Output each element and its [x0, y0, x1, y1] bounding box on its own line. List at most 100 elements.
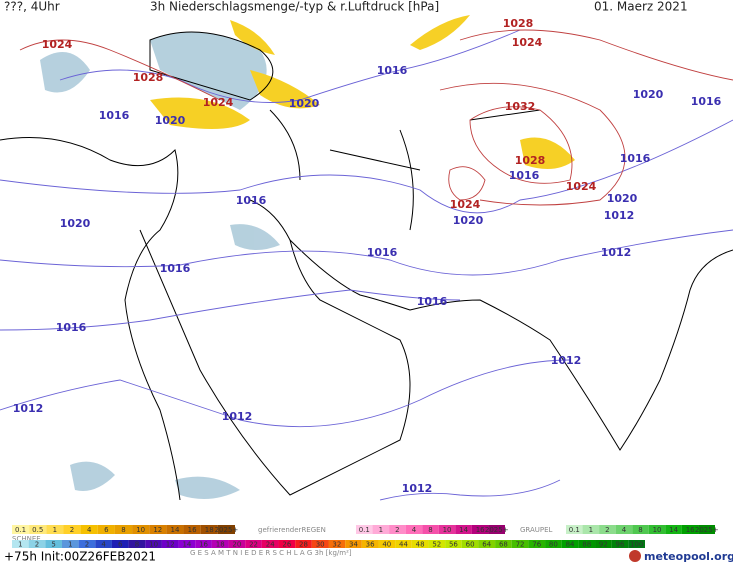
- legend-swatch: [328, 540, 346, 548]
- legend-swatch: [378, 540, 396, 548]
- legend-label: 14: [669, 526, 678, 534]
- legend-label: 24: [266, 541, 275, 549]
- isobar-label: 1016: [99, 109, 130, 122]
- legend-swatch: [445, 540, 462, 548]
- legend-swatch: [628, 540, 645, 548]
- legend-label: 4: [101, 541, 106, 549]
- legend-label: 8: [638, 526, 642, 534]
- isobar-label: 1020: [607, 192, 638, 205]
- legend-caption: GRAUPEL: [520, 526, 553, 534]
- legend-swatch: [178, 540, 196, 548]
- isobar-label: 1012: [551, 354, 582, 367]
- legend-label: 16: [476, 526, 485, 534]
- legend-label: 0.1: [569, 526, 580, 534]
- isobar-label: 1020: [289, 97, 320, 110]
- legend-label: 92: [599, 541, 608, 549]
- legend-label: 2: [70, 526, 74, 534]
- legend-swatch: [511, 540, 529, 548]
- legend-label: 48: [416, 541, 425, 549]
- isobar-label: 1028: [133, 71, 164, 84]
- isobars: [0, 29, 733, 501]
- isobar-label: 1016: [367, 246, 398, 259]
- legend-label: 16: [199, 541, 208, 549]
- legend-swatch: [111, 540, 129, 548]
- legend-label: 36: [366, 541, 375, 549]
- legend-swatch: [12, 540, 29, 548]
- legend-label: 28: [299, 541, 308, 549]
- legend-swatch: [217, 525, 235, 534]
- legend-swatch: [29, 525, 47, 534]
- legend-label: 80: [549, 541, 558, 549]
- legend-label: 88: [582, 541, 591, 549]
- header-left: ???, 4Uhr: [4, 0, 60, 14]
- legend-label: 6: [104, 526, 109, 534]
- legend-label: 1: [68, 541, 72, 549]
- isobar-label: 1012: [222, 410, 253, 423]
- coastlines: [0, 31, 733, 501]
- legend-label: 1: [53, 526, 57, 534]
- legend-swatch: [648, 525, 666, 534]
- legend-label: 26: [282, 541, 291, 549]
- brand-logo: [629, 550, 641, 562]
- legend-label: 12: [166, 541, 175, 549]
- legend-swatch: [228, 540, 246, 548]
- legend-swatch: [356, 525, 373, 534]
- legend-swatch: [561, 540, 579, 548]
- legend-caption: G E S A M T N I E D E R S C H L A G 3h […: [190, 549, 352, 557]
- isobar-label: 1016: [56, 321, 87, 334]
- isobar-label: 1012: [604, 209, 635, 222]
- legend-swatch: [528, 540, 546, 548]
- isobar-label: 1016: [509, 169, 540, 182]
- legend-label: 0.1: [359, 526, 370, 534]
- legend-label: 18: [216, 541, 225, 549]
- map-background: [0, 0, 733, 520]
- legend-label: 16: [686, 526, 695, 534]
- legend-swatch: [261, 540, 279, 548]
- legend-label: 72: [516, 541, 525, 549]
- legend-label: 10: [653, 526, 662, 534]
- legend-swatch: [478, 540, 496, 548]
- isobar-label: 1020: [633, 88, 664, 101]
- legend-label: 22: [249, 541, 258, 549]
- isobar-label: 1020: [453, 214, 484, 227]
- legend-label: 32: [332, 541, 341, 549]
- legend-label: 4: [622, 526, 627, 534]
- legend-label: 40: [382, 541, 391, 549]
- legend-swatch: [461, 540, 479, 548]
- legend-label: 18: [205, 526, 214, 534]
- legend-swatch: [161, 540, 179, 548]
- legend-swatch: [611, 540, 629, 548]
- isobar-label: 1028: [515, 154, 546, 167]
- isobar-label: 1028: [503, 17, 534, 30]
- legend-label: 2025+: [215, 526, 239, 534]
- isobar-label: 1032: [505, 100, 536, 113]
- legend-swatch: [488, 525, 505, 534]
- legend-label: 10: [149, 541, 158, 549]
- legend-label: 2: [85, 541, 89, 549]
- isobar-label: 1012: [402, 482, 433, 495]
- isobar-label: 1020: [155, 114, 186, 127]
- legend-swatch: [405, 525, 423, 534]
- legend-swatch: [145, 540, 162, 548]
- legend-swatch: [345, 540, 362, 548]
- legend-swatch: [566, 525, 583, 534]
- legend-label: 20: [232, 541, 241, 549]
- legend-swatch: [632, 525, 649, 534]
- legend-label: 1: [589, 526, 593, 534]
- legend-swatch: [361, 540, 379, 548]
- legend-swatch: [114, 525, 133, 534]
- legend-caption: SCHNEE: [12, 535, 41, 543]
- legend-caption: gefrierenderREGEN: [258, 526, 326, 534]
- legend-label: 14: [171, 526, 180, 534]
- legend: 0.1 0.5 1 2 4 6 8 10 12 14 16 18 2025+ gefrierenderRE…: [12, 525, 719, 557]
- legend-label: 30: [316, 541, 325, 549]
- legend-swatch: [295, 540, 312, 548]
- header-title: 3h Niederschlagsmenge/-typ & r.Luftdruck…: [150, 0, 439, 14]
- legend-label: 8: [428, 526, 432, 534]
- legend-label: 56: [449, 541, 458, 549]
- legend-swatch: [311, 540, 329, 548]
- legend-label: 16: [188, 526, 197, 534]
- legend-label: 64: [482, 541, 491, 549]
- legend-label: 0.1: [15, 526, 26, 534]
